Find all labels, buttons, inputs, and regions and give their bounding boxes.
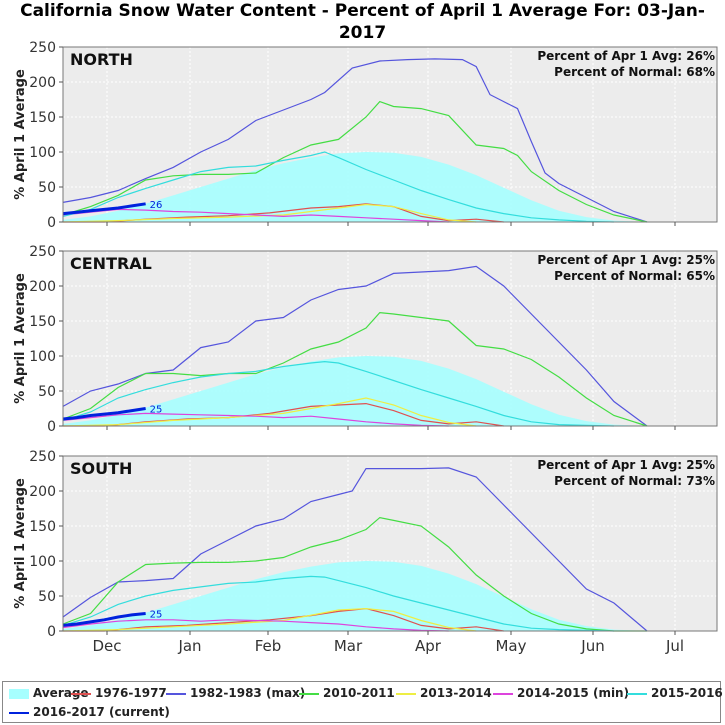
legend-label: 2010-2011 (323, 686, 395, 700)
series-line-2013-2014 (62, 203, 477, 223)
legend-item-2015-2016: 2015-2016 (627, 685, 723, 701)
stat-normal: Percent of Normal: 65% (554, 269, 715, 283)
y-tick-label: 0 (47, 419, 56, 435)
legend-swatch (493, 689, 513, 699)
y-tick-label: 200 (29, 484, 56, 500)
y-tick-label: 200 (29, 75, 56, 91)
legend-label: 2014-2015 (min) (517, 686, 630, 700)
panel-name: SOUTH (70, 459, 132, 478)
y-tick-label: 50 (38, 180, 56, 196)
series-line-2016-2017-current- (62, 612, 146, 627)
y-tick-label: 250 (29, 449, 56, 465)
series-line-1982-1983-max- (62, 265, 648, 427)
y-tick-label: 150 (29, 110, 56, 126)
series-line-2010-2011 (62, 516, 647, 632)
series-average-area (63, 561, 647, 631)
legend-swatch (9, 688, 29, 699)
x-tick-label: Feb (255, 637, 282, 655)
x-tick-label: Jul (665, 637, 684, 655)
plot-border (62, 250, 718, 427)
stat-normal: Percent of Normal: 73% (554, 474, 715, 488)
legend-label: 2016-2017 (current) (33, 705, 170, 719)
series-line-2015-2016 (62, 575, 614, 632)
current-value-label: 25 (150, 405, 163, 416)
plot-border (62, 455, 718, 632)
y-tick-label: 0 (47, 215, 56, 231)
x-tick-label: May (495, 637, 526, 655)
legend-swatch (9, 708, 29, 718)
y-tick-label: 100 (29, 349, 56, 365)
panel-name: CENTRAL (70, 254, 152, 273)
panel-name: NORTH (70, 50, 133, 69)
legend-item-1976-1977: 1976-1977 (71, 685, 167, 701)
series-line-2015-2016 (62, 151, 614, 223)
y-tick-label: 200 (29, 279, 56, 295)
legend-swatch (71, 689, 91, 699)
y-tick-label: 50 (38, 589, 56, 605)
series-line-2014-2015-min- (62, 412, 449, 427)
series-line-2010-2011 (62, 100, 648, 223)
legend-item-1982-1983: 1982-1983 (max) (166, 685, 305, 701)
legend-item-2016-2017: 2016-2017 (current) (9, 704, 170, 720)
y-tick-label: 0 (47, 624, 56, 640)
stat-apr1-avg: Percent of Apr 1 Avg: 26% (537, 49, 715, 63)
current-value-label: 25 (150, 610, 163, 621)
stat-normal: Percent of Normal: 68% (554, 65, 715, 79)
x-tick-label: Jan (177, 637, 201, 655)
series-line-2010-2011 (62, 311, 648, 427)
y-tick-label: 150 (29, 314, 56, 330)
y-tick-label: 50 (38, 384, 56, 400)
y-axis-label: % April 1 Average (13, 273, 28, 404)
series-line-2014-2015-min- (62, 208, 449, 223)
series-line-2013-2014 (62, 397, 477, 427)
legend-label: 2015-2016 (651, 686, 723, 700)
x-tick-label: Mar (334, 637, 363, 655)
series-line-1976-1977 (63, 607, 504, 632)
series-line-2016-2017-current- (62, 407, 146, 421)
y-tick-label: 100 (29, 145, 56, 161)
stat-apr1-avg: Percent of Apr 1 Avg: 25% (537, 458, 715, 472)
series-line-2016-2017-current- (62, 202, 146, 216)
legend-item-2013-2014: 2013-2014 (396, 685, 492, 701)
legend-swatch (396, 689, 416, 699)
y-axis-label: % April 1 Average (13, 69, 28, 200)
legend: Average 1976-1977 1982-1983 (max) 2010-2… (2, 681, 723, 723)
legend-swatch (299, 689, 319, 699)
chart-title: California Snow Water Content - Percent … (20, 1, 705, 43)
series-line-1982-1983-max- (62, 58, 648, 223)
y-tick-label: 100 (29, 554, 56, 570)
y-axis-label: % April 1 Average (13, 478, 28, 609)
series-line-1982-1983-max- (62, 467, 648, 632)
y-tick-label: 150 (29, 519, 56, 535)
x-tick-label: Dec (92, 637, 121, 655)
x-tick-label: Apr (415, 637, 442, 655)
legend-item-2010-2011: 2010-2011 (299, 685, 395, 701)
y-tick-label: 250 (29, 244, 56, 260)
series-average-area (63, 152, 647, 222)
series-line-2014-2015-min- (62, 619, 449, 632)
legend-swatch (166, 689, 186, 699)
legend-label: 1982-1983 (max) (190, 686, 306, 700)
y-tick-label: 250 (29, 40, 56, 56)
legend-label: Average (33, 686, 89, 700)
series-line-2015-2016 (62, 360, 614, 427)
series-average-area (63, 356, 647, 426)
x-tick-label: Jun (580, 637, 604, 655)
stat-apr1-avg: Percent of Apr 1 Avg: 25% (537, 253, 715, 267)
legend-label: 2013-2014 (420, 686, 492, 700)
legend-item-2014-2015: 2014-2015 (min) (493, 685, 629, 701)
series-line-2013-2014 (62, 607, 477, 632)
legend-label: 1976-1977 (95, 686, 167, 700)
legend-swatch (627, 689, 647, 699)
plot-border (62, 46, 718, 223)
current-value-label: 26 (150, 200, 163, 211)
legend-item-average: Average (9, 685, 89, 701)
